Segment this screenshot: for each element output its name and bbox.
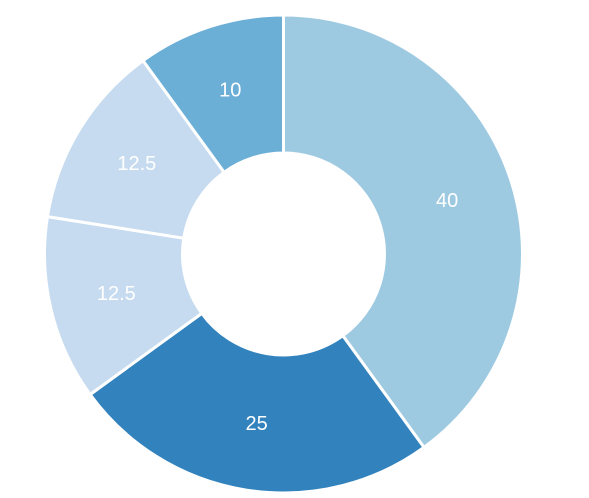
slice-label-3: 12.5 xyxy=(117,153,156,175)
slice-4 xyxy=(140,13,285,175)
slice-label-2: 12.5 xyxy=(97,283,136,305)
slice-3 xyxy=(45,58,227,240)
slice-1 xyxy=(88,311,427,495)
slice-label-0: 40 xyxy=(436,190,458,212)
slice-0 xyxy=(282,13,524,450)
slice-2 xyxy=(43,214,204,397)
slice-label-4: 10 xyxy=(219,79,241,101)
slices-group xyxy=(43,13,524,495)
labels-group: 40 25 12.5 12.5 10 xyxy=(97,79,458,435)
slice-label-1: 25 xyxy=(245,413,267,435)
